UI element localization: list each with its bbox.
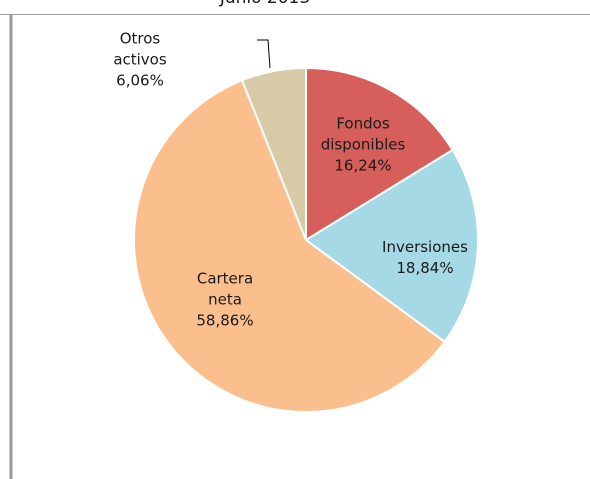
category-label: Inversiones: [382, 238, 468, 256]
pie: [133, 66, 479, 413]
pie-slice: [240, 66, 307, 241]
slice-label: Fondos disponibles 16,24%: [308, 114, 418, 177]
pie-slice: [133, 79, 447, 413]
category-label: Cartera neta: [196, 269, 254, 309]
pie-slice: [305, 66, 454, 242]
slice-label: Otros activos 6,06%: [100, 29, 180, 92]
slice-label: Cartera neta 58,86%: [185, 269, 265, 332]
chart-title: Junio 2013: [220, 0, 310, 8]
value-label: 6,06%: [116, 71, 164, 90]
category-label: Otros activos: [113, 29, 167, 69]
value-label: 16,24%: [334, 156, 392, 175]
leader-line: [257, 39, 271, 69]
value-label: 18,84%: [396, 259, 454, 277]
pie-slice: [304, 148, 479, 344]
slice-label: Inversiones 18,84%: [370, 237, 480, 279]
category-label: Fondos disponibles: [320, 114, 406, 154]
value-label: 58,86%: [196, 311, 254, 330]
